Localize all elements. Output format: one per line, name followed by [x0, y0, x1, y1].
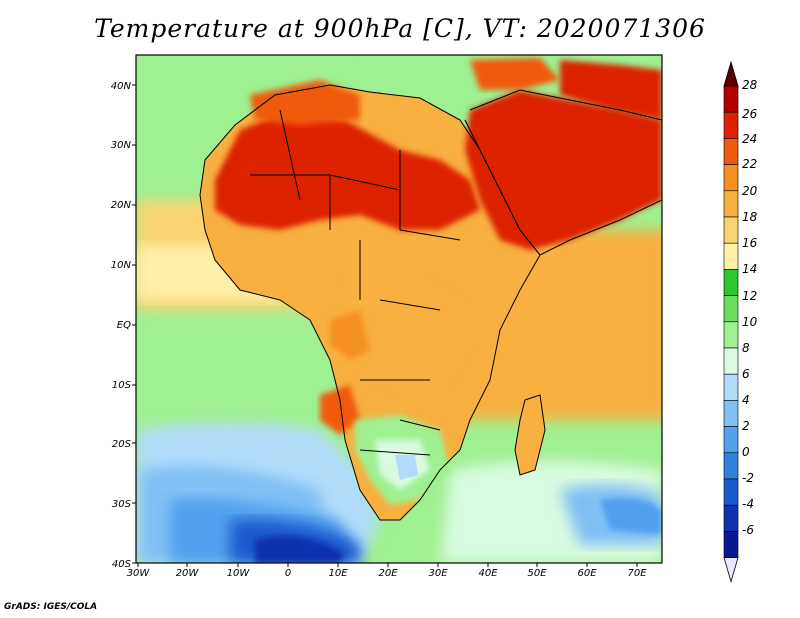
lat-tick-label: 10S — [112, 380, 132, 391]
colorbar-label: 6 — [742, 367, 750, 381]
colorbar-label: 22 — [742, 157, 757, 171]
colorbar-segment — [723, 373, 739, 401]
colorbar — [723, 60, 739, 584]
lat-tick-label: 40S — [112, 559, 132, 570]
lat-tick-labels: 40N 30N 20N 10N EQ 10S 20S 30S 40S — [111, 81, 132, 570]
colorbar-cap-top — [723, 60, 739, 87]
colorbar-segment — [723, 242, 739, 270]
colorbar-label: 8 — [742, 341, 750, 355]
lon-tick-label: 50E — [527, 568, 547, 579]
colorbar-label: 10 — [742, 315, 758, 329]
lat-tick-label: 30N — [111, 140, 132, 151]
colorbar-label: -6 — [742, 523, 754, 537]
colorbar-segment — [723, 164, 739, 192]
colorbar-segment — [723, 504, 739, 532]
colorbar-label: 2 — [742, 419, 750, 433]
colorbar-segment — [723, 269, 739, 296]
colorbar-label: 14 — [742, 262, 757, 276]
colorbar-cap-bottom — [723, 557, 739, 584]
lon-tick-label: 20W — [176, 568, 200, 579]
lon-tick-label: 40E — [478, 568, 498, 579]
colorbar-label: -2 — [742, 471, 754, 485]
lon-tick-labels: 30W 20W 10W 0 10E 20E 30E 40E 50E 60E 70… — [127, 568, 648, 579]
colorbar-segment — [723, 85, 739, 113]
colorbar-segment — [723, 138, 739, 165]
lon-tick-label: 10W — [227, 568, 251, 579]
colorbar-label: -4 — [742, 497, 754, 511]
lat-tick-label: 20S — [112, 439, 132, 450]
colorbar-segment — [723, 216, 739, 244]
lat-tick-label: 40N — [111, 81, 132, 92]
colorbar-segment — [723, 400, 739, 427]
lon-tick-label: 60E — [577, 568, 597, 579]
colorbar-segment — [723, 426, 739, 454]
coastlines — [199, 84, 662, 521]
colorbar-segment — [723, 347, 739, 375]
colorbar-segment — [723, 478, 739, 506]
colorbar-labels: 28 26 24 22 20 18 16 14 12 10 8 6 4 2 0 … — [742, 78, 758, 537]
colorbar-label: 20 — [742, 184, 758, 198]
colorbar-label: 0 — [742, 445, 750, 459]
grads-credit: GrADS: IGES/COLA — [4, 602, 98, 612]
lon-tick-label: 30E — [428, 568, 448, 579]
colorbar-label: 18 — [742, 210, 758, 224]
colorbar-segment — [723, 531, 739, 558]
colorbar-label: 16 — [742, 236, 758, 250]
lat-tick-label: 10N — [111, 260, 132, 271]
colorbar-segment — [723, 111, 739, 139]
lon-tick-label: 0 — [285, 568, 291, 579]
axis-tick-marks — [132, 84, 638, 567]
colorbar-label: 12 — [742, 289, 757, 303]
map-title: Temperature at 900hPa [C], VT: 202007130… — [94, 14, 706, 43]
colorbar-label: 4 — [742, 393, 750, 407]
colorbar-segment — [723, 321, 739, 349]
colorbar-label: 26 — [742, 107, 758, 121]
lon-tick-label: 10E — [328, 568, 348, 579]
colorbar-segment — [723, 295, 739, 323]
colorbar-label: 24 — [742, 132, 757, 146]
lat-tick-label: EQ — [117, 320, 131, 331]
lon-tick-label: 20E — [378, 568, 398, 579]
lat-tick-label: 20N — [111, 200, 132, 211]
map-frame — [135, 54, 663, 564]
lon-tick-label: 70E — [627, 568, 647, 579]
colorbar-label: 28 — [742, 78, 758, 92]
colorbar-segment — [723, 452, 739, 480]
colorbar-segment — [723, 190, 739, 218]
lon-tick-label: 30W — [127, 568, 151, 579]
lat-tick-label: 30S — [112, 499, 132, 510]
temperature-field — [136, 55, 662, 563]
